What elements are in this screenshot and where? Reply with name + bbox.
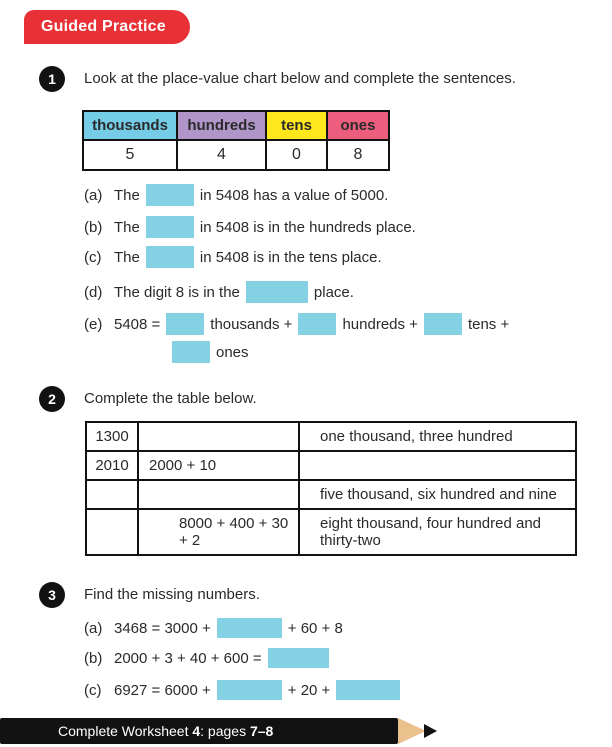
table-cell-numeral-blank[interactable] [85, 479, 139, 510]
sentence-d-post: place. [313, 283, 354, 301]
table-row: 2010 2000 + 10 [85, 450, 577, 481]
sentence-d-pre: The digit 8 is in the [114, 283, 240, 301]
sentence-c-pre: The [114, 248, 140, 266]
banner-title: Guided Practice [41, 18, 166, 35]
footer-worksheet-bar: Complete Worksheet 4: pages 7–8 [0, 718, 398, 744]
question-1-prompt: Look at the place-value chart below and … [84, 70, 516, 87]
table-cell-numeral: 2010 [85, 450, 139, 481]
answer-box[interactable] [145, 216, 194, 238]
sentence-a-post: in 5408 has a value of 5000. [199, 186, 389, 204]
question-3-header: 3 Find the missing numbers. [39, 582, 260, 608]
answer-box[interactable] [216, 680, 282, 700]
question-2-prompt: Complete the table below. [84, 390, 257, 407]
table-cell-numeral: 1300 [85, 421, 139, 452]
sentence-b-label: (b) [84, 218, 103, 236]
equation-c-mid: + 20 + [287, 681, 331, 699]
pv-header-ones: ones [326, 110, 390, 141]
sentence-e: (e) 5408 = thousands + hundreds + tens + [84, 313, 509, 335]
sentence-d-label: (d) [84, 283, 103, 301]
place-value-table: thousands hundreds tens ones 5 4 0 8 [82, 110, 390, 171]
sentence-e-unit4: ones [216, 343, 249, 361]
equation-b-label: (b) [84, 649, 103, 667]
pv-digit-thousands: 5 [82, 139, 178, 171]
question-2-header: 2 Complete the table below. [39, 386, 257, 412]
table-cell-words: five thousand, six hundred and nine [298, 479, 577, 510]
answer-box[interactable] [145, 184, 194, 206]
equation-a-pre: 3468 = 3000 + [114, 619, 211, 637]
question-1-header: 1 Look at the place-value chart below an… [39, 66, 516, 92]
sentence-c: (c) The in 5408 is in the tens place. [84, 246, 382, 268]
footer-worksheet-number: 4 [192, 723, 201, 739]
question-2-badge: 2 [39, 386, 65, 412]
sentence-e-unit2: hundreds + [342, 315, 418, 333]
sentence-e-pre: 5408 = [114, 315, 161, 333]
table-row: five thousand, six hundred and nine [85, 479, 577, 510]
table-cell-words: eight thousand, four hundred and thirty-… [298, 508, 577, 556]
footer-page-range: 7–8 [249, 723, 274, 739]
conversion-table: 1300 one thousand, three hundred 2010 20… [85, 421, 577, 556]
answer-box[interactable] [166, 313, 205, 335]
footer-text: Complete Worksheet [58, 723, 193, 739]
sentence-b-pre: The [114, 218, 140, 236]
question-3-badge: 3 [39, 582, 65, 608]
guided-practice-banner: Guided Practice [24, 10, 190, 44]
sentence-a: (a) The in 5408 has a value of 5000. [84, 184, 388, 206]
pv-header-thousands: thousands [82, 110, 178, 141]
answer-box[interactable] [245, 281, 308, 303]
answer-box[interactable] [172, 341, 210, 363]
place-value-header-row: thousands hundreds tens ones [82, 110, 390, 141]
table-cell-expanded-blank[interactable] [137, 421, 300, 452]
footer-text: : pages [200, 723, 250, 739]
pv-header-hundreds: hundreds [176, 110, 267, 141]
equation-b-pre: 2000 + 3 + 40 + 600 = [114, 649, 262, 667]
equation-c-pre: 6927 = 6000 + [114, 681, 211, 699]
sentence-a-pre: The [114, 186, 140, 204]
answer-box[interactable] [423, 313, 462, 335]
equation-a-label: (a) [84, 619, 103, 637]
pencil-tip-icon [424, 724, 437, 738]
answer-box[interactable] [298, 313, 337, 335]
pencil-icon [398, 718, 426, 744]
table-cell-numeral-blank[interactable] [85, 508, 139, 556]
equation-a: (a) 3468 = 3000 + + 60 + 8 [84, 617, 343, 639]
equation-a-post: + 60 + 8 [287, 619, 343, 637]
question-3-prompt: Find the missing numbers. [84, 586, 260, 603]
table-cell-expanded-blank[interactable] [137, 479, 300, 510]
sentence-e-unit3: tens + [467, 315, 510, 333]
answer-box[interactable] [267, 648, 329, 668]
table-row: 1300 one thousand, three hundred [85, 421, 577, 452]
table-cell-expanded: 8000 + 400 + 30 + 2 [137, 508, 300, 556]
sentence-e-label: (e) [84, 315, 103, 333]
place-value-digits-row: 5 4 0 8 [82, 139, 390, 171]
sentence-b: (b) The in 5408 is in the hundreds place… [84, 216, 416, 238]
sentence-e-line2: ones [172, 341, 249, 363]
equation-b: (b) 2000 + 3 + 40 + 600 = [84, 647, 329, 669]
answer-box[interactable] [216, 618, 282, 638]
table-row: 8000 + 400 + 30 + 2 eight thousand, four… [85, 508, 577, 556]
answer-box[interactable] [336, 680, 401, 700]
answer-box[interactable] [145, 246, 194, 268]
pv-header-tens: tens [265, 110, 328, 141]
sentence-a-label: (a) [84, 186, 103, 204]
equation-c: (c) 6927 = 6000 + + 20 + [84, 679, 401, 701]
pv-digit-ones: 8 [326, 139, 390, 171]
pv-digit-tens: 0 [265, 139, 328, 171]
pv-digit-hundreds: 4 [176, 139, 267, 171]
table-cell-words: one thousand, three hundred [298, 421, 577, 452]
sentence-c-label: (c) [84, 248, 102, 266]
question-1-badge: 1 [39, 66, 65, 92]
sentence-b-post: in 5408 is in the hundreds place. [199, 218, 416, 236]
table-cell-words-blank[interactable] [298, 450, 577, 481]
sentence-e-unit1: thousands + [210, 315, 293, 333]
table-cell-expanded: 2000 + 10 [137, 450, 300, 481]
sentence-c-post: in 5408 is in the tens place. [199, 248, 382, 266]
equation-c-label: (c) [84, 681, 102, 699]
sentence-d: (d) The digit 8 is in the place. [84, 281, 354, 303]
